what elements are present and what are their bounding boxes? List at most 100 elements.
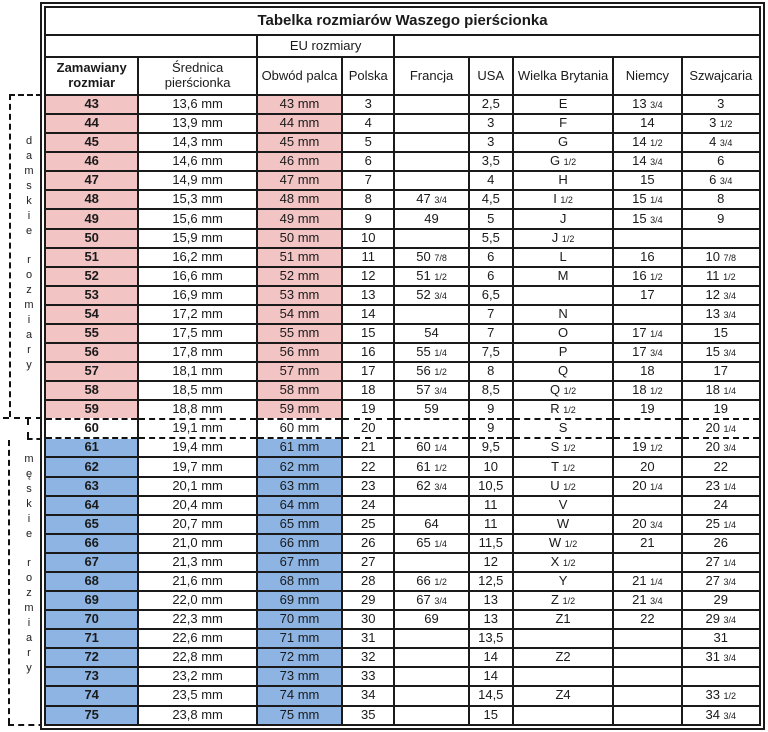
cell-usa: 6,5 xyxy=(467,284,514,306)
cell-france xyxy=(393,170,470,192)
size-table-body: 43 13,6 mm 43 mm 3 2,5 E 13 3/4 3 44 13,9 mm 44 mm… xyxy=(43,93,762,726)
cell-circumference: 69 mm xyxy=(255,590,344,612)
cell-poland: 29 xyxy=(341,590,396,612)
table-row: 43 13,6 mm 43 mm 3 2,5 E 13 3/4 3 xyxy=(43,93,762,116)
row-60-dashed-bracket xyxy=(27,419,42,438)
cell-usa: 6 xyxy=(467,265,514,287)
cell-size: 47 xyxy=(43,170,140,192)
cell-france: 61 1/2 xyxy=(393,456,470,478)
cell-diameter: 15,6 mm xyxy=(137,208,258,230)
cell-uk: J 1/2 xyxy=(511,227,615,249)
women-sizes-bracket xyxy=(9,94,42,417)
cell-switzerland: 29 xyxy=(680,590,762,612)
column-header-germany: Niemcy xyxy=(612,56,683,96)
cell-diameter: 16,9 mm xyxy=(137,284,258,306)
column-header-switzerland: Szwajcaria xyxy=(680,56,762,96)
cell-germany: 21 xyxy=(612,532,683,554)
cell-diameter: 19,4 mm xyxy=(137,437,258,459)
cell-diameter: 14,9 mm xyxy=(137,170,258,192)
cell-switzerland: 10 7/8 xyxy=(680,246,762,268)
cell-diameter: 22,3 mm xyxy=(137,609,258,631)
cell-poland: 33 xyxy=(341,666,396,688)
cell-usa: 3 xyxy=(467,113,514,135)
cell-diameter: 18,5 mm xyxy=(137,380,258,402)
cell-uk: V xyxy=(511,494,615,516)
cell-uk: G 1/2 xyxy=(511,151,615,173)
cell-uk: G xyxy=(511,132,615,154)
cell-usa: 9,5 xyxy=(467,437,514,459)
men-sizes-bracket xyxy=(8,440,42,724)
cell-usa: 8 xyxy=(467,361,514,383)
cell-circumference: 48 mm xyxy=(255,189,344,211)
table-row: 74 23,5 mm 74 mm 34 14,5 Z4 33 1/2 xyxy=(43,685,762,707)
cell-poland: 4 xyxy=(341,113,396,135)
cell-size: 72 xyxy=(43,647,140,669)
cell-france: 56 1/2 xyxy=(393,361,470,383)
table-row: 49 15,6 mm 49 mm 9 49 5 J 15 3/4 9 xyxy=(43,208,762,230)
cell-switzerland: 23 1/4 xyxy=(680,475,762,497)
cell-uk xyxy=(511,284,615,306)
cell-circumference: 75 mm xyxy=(255,704,344,726)
cell-france xyxy=(393,666,470,688)
cell-germany: 17 3/4 xyxy=(612,342,683,364)
cell-germany xyxy=(612,685,683,707)
cell-france: 69 xyxy=(393,609,470,631)
cell-size: 46 xyxy=(43,151,140,173)
cell-circumference: 46 mm xyxy=(255,151,344,173)
cell-germany: 21 3/4 xyxy=(612,590,683,612)
cell-diameter: 22,6 mm xyxy=(137,628,258,650)
cell-poland: 9 xyxy=(341,208,396,230)
cell-circumference: 53 mm xyxy=(255,284,344,306)
cell-switzerland: 22 xyxy=(680,456,762,478)
cell-diameter: 22,8 mm xyxy=(137,647,258,669)
cell-size: 55 xyxy=(43,322,140,345)
cell-germany: 18 1/2 xyxy=(612,380,683,402)
cell-size: 64 xyxy=(43,494,140,516)
cell-usa: 13 xyxy=(467,590,514,612)
cell-switzerland: 4 3/4 xyxy=(680,132,762,154)
row-60-dashed-line-bottom xyxy=(27,438,42,440)
row-60-dashed-line-left xyxy=(3,417,42,419)
cell-switzerland: 13 3/4 xyxy=(680,303,762,325)
cell-poland: 10 xyxy=(341,227,396,249)
cell-diameter: 13,6 mm xyxy=(137,93,258,116)
cell-usa: 14 xyxy=(467,666,514,688)
cell-diameter: 23,2 mm xyxy=(137,666,258,688)
cell-switzerland: 20 3/4 xyxy=(680,437,762,459)
cell-poland: 17 xyxy=(341,361,396,383)
cell-switzerland: 26 xyxy=(680,532,762,554)
cell-switzerland: 18 1/4 xyxy=(680,380,762,402)
cell-france: 51 1/2 xyxy=(393,265,470,287)
table-row: 59 18,8 mm 59 mm 19 59 9 R 1/2 19 19 xyxy=(43,399,762,421)
cell-uk xyxy=(511,704,615,726)
cell-diameter: 23,8 mm xyxy=(137,704,258,726)
cell-uk: O xyxy=(511,322,615,345)
cell-switzerland: 9 xyxy=(680,208,762,230)
cell-poland: 24 xyxy=(341,494,396,516)
cell-poland: 3 xyxy=(341,93,396,116)
cell-poland: 8 xyxy=(341,189,396,211)
cell-germany xyxy=(612,647,683,669)
cell-diameter: 21,0 mm xyxy=(137,532,258,554)
cell-uk: E xyxy=(511,93,615,116)
cell-size: 53 xyxy=(43,284,140,306)
cell-circumference: 65 mm xyxy=(255,513,344,535)
cell-size: 63 xyxy=(43,475,140,497)
cell-uk: S 1/2 xyxy=(511,437,615,459)
cell-size: 61 xyxy=(43,437,140,459)
cell-size: 62 xyxy=(43,456,140,478)
cell-usa: 13 xyxy=(467,609,514,631)
size-table: Tabelka rozmiarów Waszego pierścionka EU… xyxy=(43,6,762,726)
cell-usa: 5 xyxy=(467,208,514,230)
cell-diameter: 17,5 mm xyxy=(137,322,258,345)
cell-uk xyxy=(511,628,615,650)
table-row: 64 20,4 mm 64 mm 24 11 V 24 xyxy=(43,494,762,516)
cell-usa: 12,5 xyxy=(467,570,514,593)
cell-size: 57 xyxy=(43,361,140,383)
table-row: 60 19,1 mm 60 mm 20 9 S 20 1/4 xyxy=(43,418,762,440)
cell-poland: 6 xyxy=(341,151,396,173)
cell-poland: 11 xyxy=(341,246,396,268)
cell-uk: J xyxy=(511,208,615,230)
cell-switzerland xyxy=(680,227,762,249)
table-row: 52 16,6 mm 52 mm 12 51 1/2 6 M 16 1/2 11 1/2 xyxy=(43,265,762,287)
